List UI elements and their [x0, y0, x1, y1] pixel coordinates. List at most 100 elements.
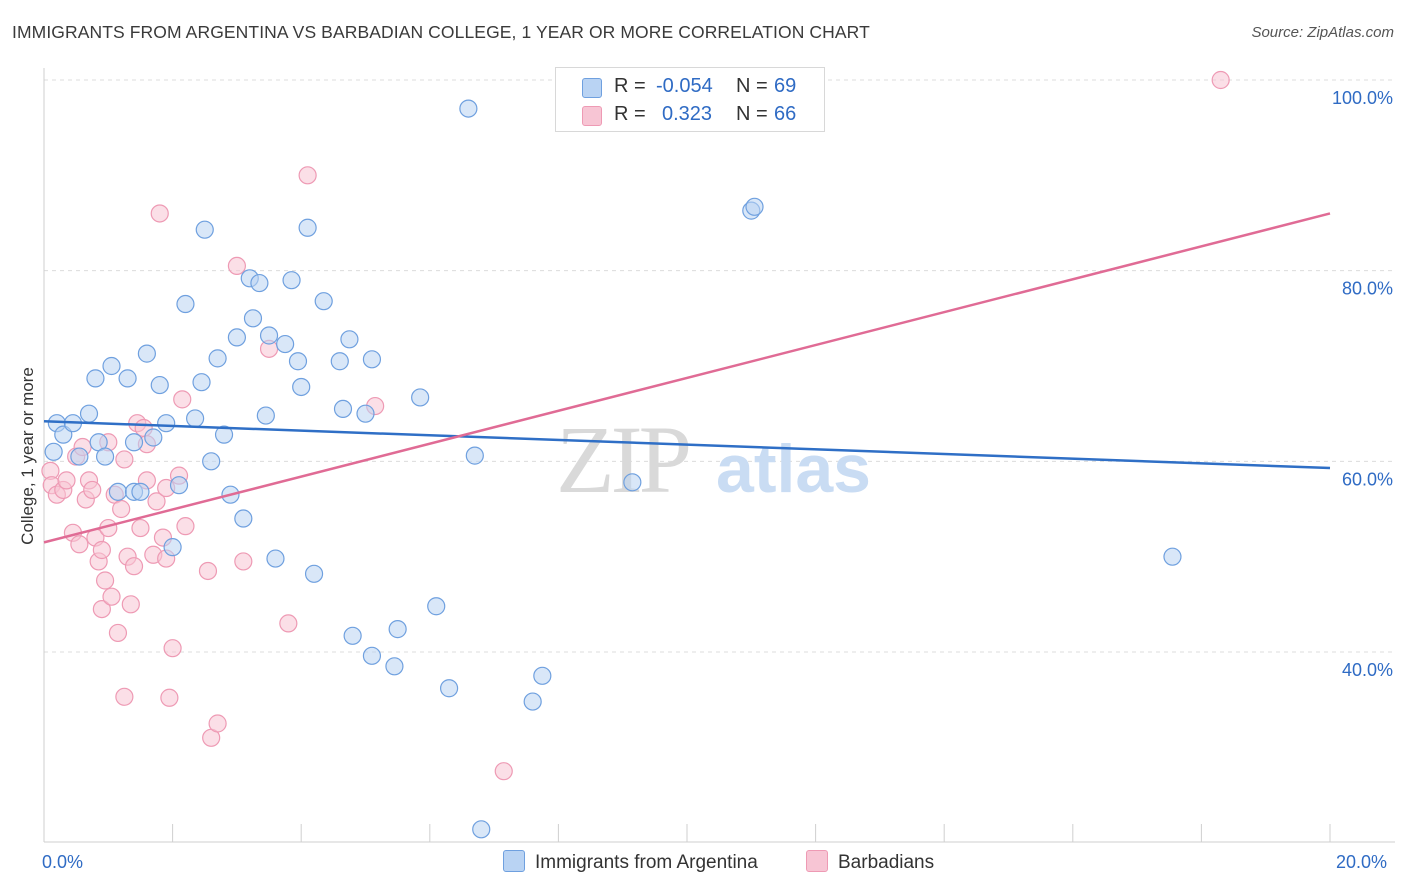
argentina-point	[186, 409, 205, 428]
barbadians-point	[83, 480, 102, 500]
chart-title: IMMIGRANTS FROM ARGENTINA VS BARBADIAN C…	[12, 22, 870, 42]
argentina-point	[276, 334, 295, 354]
argentina-point	[439, 679, 459, 698]
argentina-point	[523, 692, 542, 711]
y-axis-label: College, 1 year or more	[18, 367, 37, 545]
argentina-point	[427, 597, 446, 616]
argentina-point	[214, 425, 234, 444]
barbadians-r-value: 0.323	[662, 103, 713, 125]
stats-row-argentina: R = -0.054 N = 69	[556, 73, 824, 101]
argentina-point	[362, 350, 382, 369]
barbadians-point	[57, 471, 76, 490]
argentina-point	[176, 294, 195, 314]
argentina-point	[292, 377, 311, 397]
argentina-point	[102, 356, 121, 376]
barbadians-point	[102, 587, 121, 606]
argentina-point	[124, 433, 144, 452]
barbadians-point	[150, 204, 169, 223]
argentina-point	[163, 538, 182, 557]
argentina-swatch	[582, 78, 602, 98]
argentina-point	[385, 657, 404, 676]
watermark: ZIP atlas	[556, 406, 871, 513]
barbadians-point	[494, 762, 513, 781]
barbadians-point	[298, 166, 317, 185]
argentina-points	[44, 99, 1182, 839]
argentina-point	[227, 328, 246, 347]
y-tick-label: 100.0%	[1332, 88, 1393, 108]
source-credit: Source: ZipAtlas.com	[1251, 24, 1394, 41]
barbadians-point	[112, 499, 131, 519]
argentina-point	[298, 218, 317, 237]
barbadians-point	[92, 540, 111, 560]
argentina-point	[333, 399, 353, 418]
argentina-point	[533, 666, 552, 685]
y-tick-label: 80.0%	[1342, 279, 1393, 299]
argentina-point	[202, 452, 221, 471]
argentina-point	[282, 271, 301, 290]
axes	[43, 68, 1395, 843]
stats-legend: R = -0.054 N = 69 R = 0.323 N = 66	[555, 67, 825, 132]
barbadians-point	[163, 639, 182, 658]
stats-row-barbadians: R = 0.323 N = 66	[556, 101, 824, 129]
r-label: R =	[614, 75, 646, 97]
argentina-point	[192, 373, 211, 392]
x-tick-min: 0.0%	[42, 852, 84, 872]
watermark-atlas: atlas	[716, 431, 871, 507]
argentina-r-value: -0.054	[656, 75, 713, 97]
barbadians-point	[115, 450, 134, 469]
argentina-point	[340, 330, 359, 349]
barbadians-point	[92, 599, 111, 619]
argentina-point	[459, 99, 478, 118]
argentina-point	[131, 482, 150, 501]
barbadians-point	[176, 517, 195, 536]
argentina-point	[288, 352, 308, 371]
barbadians-trend-line	[43, 212, 1331, 544]
barbadians-n-value: 66	[774, 103, 797, 125]
y-tick-labels: 40.0% 60.0% 80.0% 100.0%	[1332, 88, 1393, 680]
legend-item-argentina[interactable]: Immigrants from Argentina	[503, 850, 758, 874]
argentina-point	[304, 564, 324, 583]
barbadians-point	[124, 557, 144, 576]
argentina-point	[259, 326, 279, 345]
argentina-point	[388, 620, 407, 639]
barbadians-point	[121, 595, 140, 614]
argentina-point	[150, 375, 169, 395]
barbadians-point	[95, 571, 115, 590]
barbadians-point	[173, 390, 192, 409]
barbadians-point	[279, 614, 298, 633]
argentina-point	[195, 220, 214, 239]
argentina-legend-swatch	[503, 850, 525, 872]
barbadians-points	[41, 70, 1230, 781]
argentina-point	[44, 442, 63, 461]
argentina-point	[356, 404, 375, 423]
barbadians-point	[108, 623, 128, 643]
n-label: N =	[736, 75, 768, 97]
r-label: R =	[614, 103, 646, 125]
argentina-point	[144, 428, 163, 447]
barbadians-point	[234, 552, 253, 571]
argentina-point	[745, 197, 764, 216]
barbadians-point	[208, 714, 227, 733]
legend-item-barbadians[interactable]: Barbadians	[806, 850, 934, 874]
argentina-point	[95, 447, 115, 466]
barbadians-point	[1211, 70, 1230, 90]
argentina-point	[411, 388, 430, 407]
argentina-point	[86, 369, 105, 388]
barbadians-swatch	[582, 106, 602, 126]
argentina-point	[266, 549, 285, 568]
barbadians-point	[160, 688, 179, 707]
barbadians-legend-label: Barbadians	[838, 852, 935, 873]
argentina-point	[314, 292, 333, 311]
barbadians-point	[147, 492, 166, 511]
barbadians-point	[198, 561, 218, 581]
argentina-point	[137, 344, 156, 363]
argentina-point	[623, 473, 642, 492]
argentina-point	[472, 820, 491, 839]
trend-lines	[43, 212, 1331, 544]
barbadians-point	[131, 518, 150, 538]
argentina-point	[330, 352, 349, 371]
argentina-point	[343, 626, 362, 645]
argentina-point	[157, 414, 176, 433]
argentina-point	[169, 476, 189, 495]
barbadians-point	[70, 535, 89, 554]
